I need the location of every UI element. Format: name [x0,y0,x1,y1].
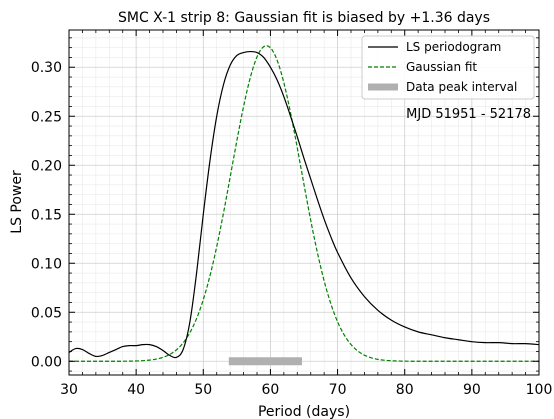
y-tick-label: 0.20 [31,158,62,174]
plot-frame [68,29,540,376]
legend-box [361,35,535,100]
y-tick-label: 0.15 [31,207,62,223]
x-tick-label: 40 [127,382,145,398]
y-axis-title: LS Power [9,170,25,234]
series-layer [68,45,540,362]
legend: LS periodogram Gaussian fit Data peak in… [361,35,535,100]
y-tick-label: 0.10 [31,256,62,272]
y-tick-labels: 0.00 0.05 0.10 0.15 0.20 0.25 0.30 [31,60,62,370]
ticks [68,30,540,375]
series-line-gaussian-fit [69,45,539,362]
legend-label-data-peak-interval: Data peak interval [406,80,517,94]
series-line-ls-periodogram [68,50,540,359]
x-tick-labels: 30 40 50 60 70 80 90 100 [60,382,552,398]
x-tick-label: 80 [396,382,414,398]
x-tick-label: 30 [60,382,78,398]
x-tick-label: 50 [194,382,212,398]
mjd-annotation: MJD 51951 - 52178 [406,107,531,122]
y-tick-label: 0.30 [31,60,62,76]
legend-label-ls-periodogram: LS periodogram [406,40,501,54]
x-tick-label: 100 [526,382,553,398]
x-tick-label: 90 [463,382,481,398]
x-tick-label: 70 [329,382,347,398]
x-axis-title: Period (days) [258,404,350,419]
legend-label-gaussian-fit: Gaussian fit [406,60,477,74]
x-tick-label: 60 [262,382,280,398]
y-tick-label: 0.05 [31,305,62,321]
y-tick-label: 0.00 [31,354,62,370]
minor-grid [69,30,539,375]
chart-title: SMC X-1 strip 8: Gaussian fit is biased … [118,10,490,26]
y-tick-label: 0.25 [31,109,62,125]
